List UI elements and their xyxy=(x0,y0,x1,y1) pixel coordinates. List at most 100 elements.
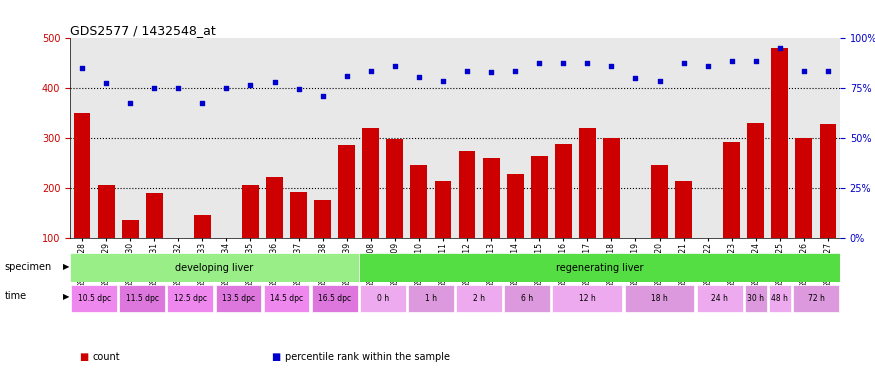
Point xyxy=(75,65,89,71)
Text: ▶: ▶ xyxy=(63,292,69,301)
Bar xyxy=(456,285,502,313)
Bar xyxy=(360,285,406,313)
Text: specimen: specimen xyxy=(4,262,52,272)
Point xyxy=(364,68,378,74)
Text: 30 h: 30 h xyxy=(747,294,764,303)
Bar xyxy=(747,123,764,238)
Point xyxy=(676,60,690,66)
Bar xyxy=(507,174,523,238)
Bar xyxy=(555,144,571,238)
Text: 12.5 dpc: 12.5 dpc xyxy=(174,294,206,303)
Point xyxy=(484,69,498,75)
Point xyxy=(147,85,161,91)
Text: 16.5 dpc: 16.5 dpc xyxy=(318,294,351,303)
Point xyxy=(701,63,715,69)
Bar xyxy=(119,285,165,313)
Point xyxy=(749,58,763,64)
Bar xyxy=(769,285,791,313)
Point xyxy=(508,68,522,74)
Bar xyxy=(676,180,692,238)
Bar xyxy=(531,156,548,238)
Text: 24 h: 24 h xyxy=(711,294,728,303)
Bar xyxy=(266,177,283,238)
Bar xyxy=(696,285,743,313)
Bar xyxy=(359,253,840,282)
Bar xyxy=(215,285,262,313)
Point xyxy=(724,58,738,64)
Point xyxy=(195,100,209,106)
Point xyxy=(268,79,282,85)
Text: 18 h: 18 h xyxy=(651,294,668,303)
Bar xyxy=(74,113,90,238)
Bar xyxy=(71,285,117,313)
Point xyxy=(797,68,811,74)
Bar xyxy=(122,220,138,238)
Bar xyxy=(242,185,259,238)
Point xyxy=(773,45,787,51)
Point xyxy=(340,73,354,79)
Text: regenerating liver: regenerating liver xyxy=(556,263,643,273)
Bar xyxy=(312,285,358,313)
Point xyxy=(291,86,305,93)
Bar xyxy=(362,128,379,238)
Text: 2 h: 2 h xyxy=(473,294,485,303)
Bar xyxy=(724,142,740,238)
Point xyxy=(580,60,594,66)
Bar xyxy=(793,285,839,313)
Text: ■: ■ xyxy=(271,352,281,362)
Bar xyxy=(504,285,550,313)
Text: ▶: ▶ xyxy=(63,262,69,271)
Text: time: time xyxy=(4,291,26,301)
Point xyxy=(436,78,450,84)
Point xyxy=(556,60,570,66)
Text: 48 h: 48 h xyxy=(772,294,788,303)
Bar xyxy=(263,285,310,313)
Point xyxy=(99,80,113,86)
Text: 6 h: 6 h xyxy=(522,294,533,303)
Text: 0 h: 0 h xyxy=(377,294,388,303)
Bar xyxy=(745,285,766,313)
Point xyxy=(243,82,257,88)
Point xyxy=(653,78,667,84)
Point xyxy=(172,85,186,91)
Bar xyxy=(772,48,788,238)
Text: percentile rank within the sample: percentile rank within the sample xyxy=(285,352,451,362)
Text: developing liver: developing liver xyxy=(175,263,254,273)
Point xyxy=(412,74,426,80)
Point xyxy=(628,75,642,81)
Point xyxy=(220,85,234,91)
Bar xyxy=(651,165,668,238)
Bar xyxy=(435,180,452,238)
Bar xyxy=(458,151,475,238)
Bar xyxy=(146,193,163,238)
Bar xyxy=(408,285,454,313)
Bar xyxy=(579,128,596,238)
Point xyxy=(123,100,137,106)
Text: 10.5 dpc: 10.5 dpc xyxy=(78,294,110,303)
Text: 12 h: 12 h xyxy=(579,294,596,303)
Bar xyxy=(290,192,307,238)
Bar xyxy=(70,253,359,282)
Bar xyxy=(167,285,214,313)
Text: GDS2577 / 1432548_at: GDS2577 / 1432548_at xyxy=(70,24,216,37)
Bar xyxy=(795,138,812,238)
Bar xyxy=(603,138,620,238)
Bar xyxy=(339,145,355,238)
Bar xyxy=(483,158,500,238)
Text: 14.5 dpc: 14.5 dpc xyxy=(270,294,303,303)
Bar xyxy=(194,215,211,238)
Point xyxy=(821,68,835,74)
Bar xyxy=(625,285,695,313)
Text: ■: ■ xyxy=(79,352,88,362)
Text: 11.5 dpc: 11.5 dpc xyxy=(126,294,158,303)
Bar xyxy=(410,165,427,238)
Point xyxy=(605,63,619,69)
Bar xyxy=(314,200,331,238)
Bar xyxy=(387,139,403,238)
Point xyxy=(460,68,474,74)
Text: count: count xyxy=(93,352,121,362)
Text: 1 h: 1 h xyxy=(425,294,437,303)
Bar xyxy=(820,124,836,238)
Text: 72 h: 72 h xyxy=(808,294,824,303)
Point xyxy=(532,60,546,66)
